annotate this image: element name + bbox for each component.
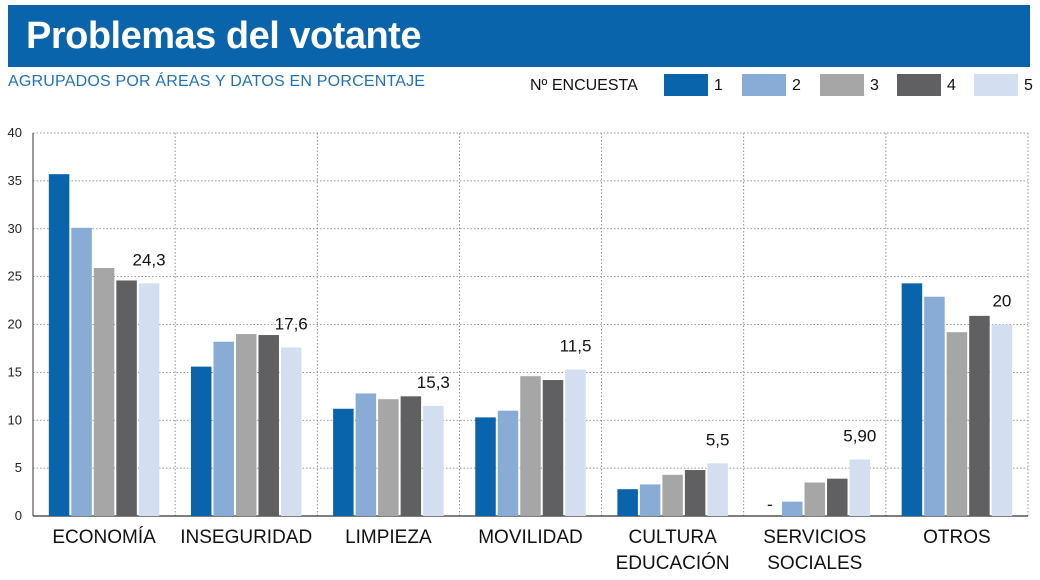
legend-label-3: 3 xyxy=(870,77,879,94)
legend-label-1: 1 xyxy=(714,77,723,94)
category-label: CULTURA xyxy=(628,527,717,548)
bar-series-5 xyxy=(707,463,728,516)
legend-label-4: 4 xyxy=(947,77,956,94)
bar-series-2 xyxy=(213,341,234,516)
y-tick-label: 10 xyxy=(8,412,22,427)
data-label: 17,6 xyxy=(275,314,308,333)
bar-series-1 xyxy=(617,489,638,516)
category-label: MOVILIDAD xyxy=(478,527,583,548)
legend-swatch-2 xyxy=(742,74,786,96)
data-label: 15,3 xyxy=(417,373,450,392)
category-label: SERVICIOS xyxy=(763,527,866,548)
bar-series-3 xyxy=(662,474,683,516)
legend-label-5: 5 xyxy=(1024,77,1033,94)
bar-series-4 xyxy=(542,380,564,516)
bar-series-4 xyxy=(684,470,706,516)
bar-series-2 xyxy=(924,296,945,516)
bar-series-3 xyxy=(378,399,399,516)
legend-swatch-3 xyxy=(820,74,864,96)
chart-subtitle: AGRUPADOS POR ÁREAS Y DATOS EN PORCENTAJ… xyxy=(8,73,426,90)
y-tick-label: 5 xyxy=(15,460,22,475)
bar-series-4 xyxy=(969,315,990,516)
bar-series-1 xyxy=(48,174,70,517)
bar-series-2 xyxy=(355,393,377,516)
category-label: EDUCACIÓN xyxy=(616,552,730,574)
bar-series-2 xyxy=(71,227,92,517)
bar-series-3 xyxy=(235,334,257,516)
y-tick-label: 20 xyxy=(8,317,22,332)
y-tick-label: 15 xyxy=(8,364,22,379)
bar-series-1 xyxy=(901,283,923,516)
data-label: 11,5 xyxy=(560,337,592,356)
y-tick-label: 25 xyxy=(8,269,22,284)
title-bar: Problemas del votante xyxy=(8,5,1030,67)
bar-series-5 xyxy=(280,347,302,516)
bar-series-4 xyxy=(258,335,279,516)
bar-series-5 xyxy=(849,459,871,516)
bar-series-4 xyxy=(116,280,137,516)
y-tick-label: 0 xyxy=(15,508,22,523)
bar-series-5 xyxy=(991,324,1013,516)
category-label: SOCIALES xyxy=(767,553,862,574)
category-label: ECONOMÍA xyxy=(52,527,156,548)
y-tick-label: 40 xyxy=(8,125,22,140)
bar-series-3 xyxy=(804,482,826,516)
bar-series-3 xyxy=(520,376,541,516)
bar-series-3 xyxy=(93,268,115,516)
data-label: 5,5 xyxy=(706,430,730,449)
bar-series-3 xyxy=(946,332,968,516)
bar-series-1 xyxy=(190,366,212,516)
chart-title: Problemas del votante xyxy=(26,15,421,57)
bar-series-4 xyxy=(827,478,848,516)
bar-series-2 xyxy=(782,501,803,516)
category-label: OTROS xyxy=(923,527,991,548)
legend-swatch-4 xyxy=(897,74,941,96)
y-tick-label: 30 xyxy=(8,221,22,236)
data-label: 5,90 xyxy=(843,427,876,446)
category-label: INSEGURIDAD xyxy=(180,527,312,548)
bar-series-2 xyxy=(497,410,519,516)
category-label: LIMPIEZA xyxy=(345,527,432,548)
legend-swatch-1 xyxy=(664,74,708,96)
bar-series-1 xyxy=(475,417,496,516)
legend-label-2: 2 xyxy=(792,77,801,94)
bar-series-4 xyxy=(400,396,422,516)
legend-title: Nº ENCUESTA xyxy=(530,77,638,94)
data-label: - xyxy=(767,495,773,514)
bar-series-5 xyxy=(138,283,160,516)
bar-series-1 xyxy=(333,408,354,516)
y-tick-label: 35 xyxy=(8,173,22,188)
bar-series-2 xyxy=(639,484,661,516)
legend-swatch-5 xyxy=(974,74,1018,96)
data-label: 20 xyxy=(992,292,1011,311)
bar-series-5 xyxy=(565,369,586,516)
bar-series-5 xyxy=(423,405,444,516)
data-label: 24,3 xyxy=(133,250,166,269)
